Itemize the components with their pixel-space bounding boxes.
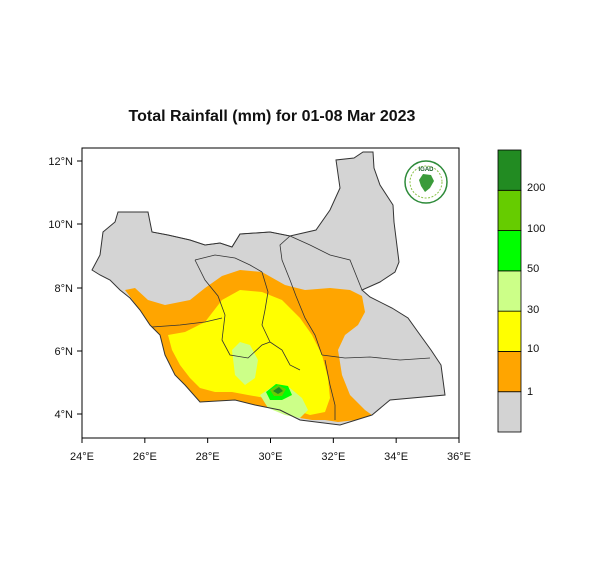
x-tick-label: 32°E	[321, 451, 345, 463]
x-axis: 24°E 26°E 28°E 30°E 32°E 34°E 36°E	[70, 438, 471, 463]
legend-swatch	[497, 391, 522, 433]
legend-label: 200	[527, 182, 545, 194]
x-tick-label: 26°E	[133, 451, 157, 463]
x-tick-label: 28°E	[196, 451, 220, 463]
legend-swatch	[497, 310, 522, 352]
legend-label: 100	[527, 223, 545, 235]
rain-zone-light-green	[232, 342, 258, 385]
rain-zone-dark-green	[273, 387, 283, 394]
legend-swatch	[497, 351, 522, 393]
y-tick-label: 10°N	[48, 219, 73, 231]
y-tick-label: 4°N	[55, 409, 74, 421]
legend-swatch	[497, 270, 522, 312]
legend-label: 10	[527, 343, 539, 355]
legend-swatch	[497, 189, 522, 231]
x-tick-label: 30°E	[259, 451, 283, 463]
y-tick-label: 8°N	[55, 283, 74, 295]
legend-label: 50	[527, 263, 539, 275]
map-area	[91, 151, 446, 426]
logo-text: IGAD	[419, 167, 435, 173]
igad-logo: IGAD	[404, 160, 448, 204]
country-outline	[91, 151, 446, 426]
legend: 1 10 30 50 100 200	[497, 149, 545, 433]
x-tick-label: 36°E	[447, 451, 471, 463]
legend-swatch	[497, 230, 522, 272]
x-tick-label: 24°E	[70, 451, 94, 463]
y-tick-label: 12°N	[48, 156, 73, 168]
y-axis: 12°N 10°N 8°N 6°N 4°N	[48, 156, 82, 421]
legend-swatch	[497, 149, 522, 191]
y-tick-label: 6°N	[55, 346, 74, 358]
legend-label: 30	[527, 304, 539, 316]
x-tick-label: 34°E	[384, 451, 408, 463]
chart-title: Total Rainfall (mm) for 01-08 Mar 2023	[129, 108, 416, 125]
legend-label: 1	[527, 386, 533, 398]
